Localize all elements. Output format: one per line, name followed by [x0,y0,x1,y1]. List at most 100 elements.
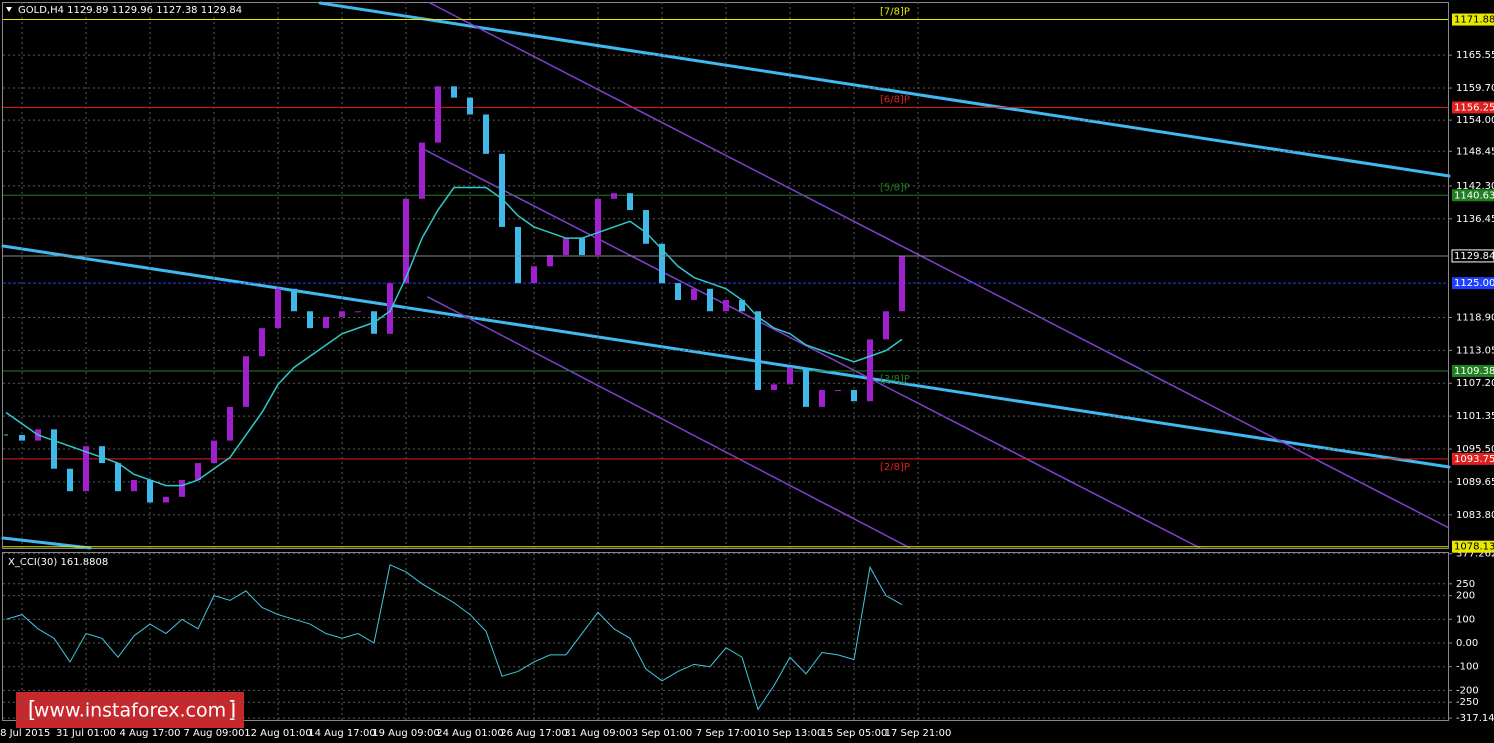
cci-frame [2,552,1449,721]
candle [163,496,169,503]
candle [115,463,121,492]
last-price-box [1451,249,1494,263]
last-price: 1129.84 [1454,251,1494,262]
candle [659,243,665,284]
level-price-box [1452,13,1494,26]
candle [19,434,25,441]
candle [195,463,201,480]
level-name: [3/8]P [880,374,910,385]
x-tick-label: 12 Aug 01:00 [244,728,311,739]
candle [611,193,617,199]
candle [83,446,89,492]
y-tick-label: -317.1433 [1456,713,1494,724]
x-tick-label: 14 Aug 17:00 [308,728,375,739]
candle [643,210,649,244]
level-price-box [1452,189,1494,202]
watermark-box [16,692,244,728]
y-tick-label: 1107.20 [1456,378,1494,389]
candle [899,255,905,312]
candle [771,384,777,390]
candle [403,198,409,284]
candle [867,339,873,402]
y-tick-label: 1083.80 [1456,510,1494,521]
candle [131,479,137,492]
level-name: [6/8]P [880,94,910,105]
candle [67,468,73,492]
y-tick-label: 100 [1456,614,1475,625]
x-tick-label: 7 Sep 17:00 [696,728,756,739]
candle [259,328,265,357]
candle [99,446,105,464]
candle [883,311,889,340]
moving-average [5,186,903,487]
x-tick-label: 17 Sep 21:00 [885,728,952,739]
candle [787,367,793,385]
level-price: 1125.00 [1454,278,1494,289]
bracket: [ [28,698,37,723]
candle [339,311,345,317]
level-name: [5/8]P [880,182,910,193]
y-tick-label: -100 [1456,662,1479,673]
marks [3,2,1448,720]
level-price: 1078.13 [1454,542,1494,553]
level-price: 1156.25 [1454,102,1494,113]
candle [595,198,601,256]
level-name: [7/8]P [880,7,910,18]
candle [483,114,489,154]
candle [307,311,313,329]
candle [179,479,185,497]
candle [355,311,361,313]
x-tick-label: 26 Aug 17:00 [500,728,567,739]
cci-label: X_CCI(30) 161.8808 [8,557,108,568]
candle [579,238,585,256]
y-tick-label: 250 [1456,579,1475,590]
candle [723,300,729,312]
candle [419,142,425,199]
header: GOLD,H4 1129.89 1129.96 1127.38 1129.84 [18,5,242,16]
channel-line [427,296,911,549]
x-tick-label: 28 Jul 2015 [0,728,50,739]
candle [531,266,537,284]
level-price: 1109.38 [1454,366,1494,377]
x-tick-label: 15 Sep 05:00 [821,728,888,739]
y-tick-label: -200 [1456,685,1479,696]
x-tick-label: 24 Aug 01:00 [436,728,503,739]
level-price: 1093.75 [1454,454,1494,465]
candle [707,288,713,312]
candle [227,406,233,441]
level-name: [2/8]P [880,462,910,473]
y-tick-label: 200 [1456,591,1475,602]
candle [323,316,329,329]
x-tick-label: 7 Aug 09:00 [183,728,244,739]
candle [291,288,297,312]
level-price-box [1452,452,1494,465]
header-arrow [6,7,12,12]
x-tick-label: 19 Aug 09:00 [372,728,439,739]
x-tick-label: 31 Aug 09:00 [564,728,631,739]
bracket: ] [228,698,237,723]
candle [563,238,569,256]
candle [547,255,553,267]
candle [147,479,153,503]
watermark: www.instaforex.com [34,700,226,722]
y-tick-label: 1154.00 [1456,115,1494,126]
candle [499,153,505,227]
candle [387,283,393,334]
level-price-box [1452,364,1494,377]
level-price: 1171.88 [1454,15,1494,26]
x-tick-label: 31 Jul 01:00 [56,728,116,739]
candle [691,288,697,301]
candle [755,311,761,390]
candle [451,86,457,98]
candle [675,283,681,301]
candle [435,86,441,143]
trend-line [318,1,1451,178]
y-tick-label: 1101.35 [1456,411,1494,422]
y-tick-label: -250 [1456,697,1479,708]
channel-line [429,2,1450,529]
level-price: 1140.63 [1454,190,1494,201]
